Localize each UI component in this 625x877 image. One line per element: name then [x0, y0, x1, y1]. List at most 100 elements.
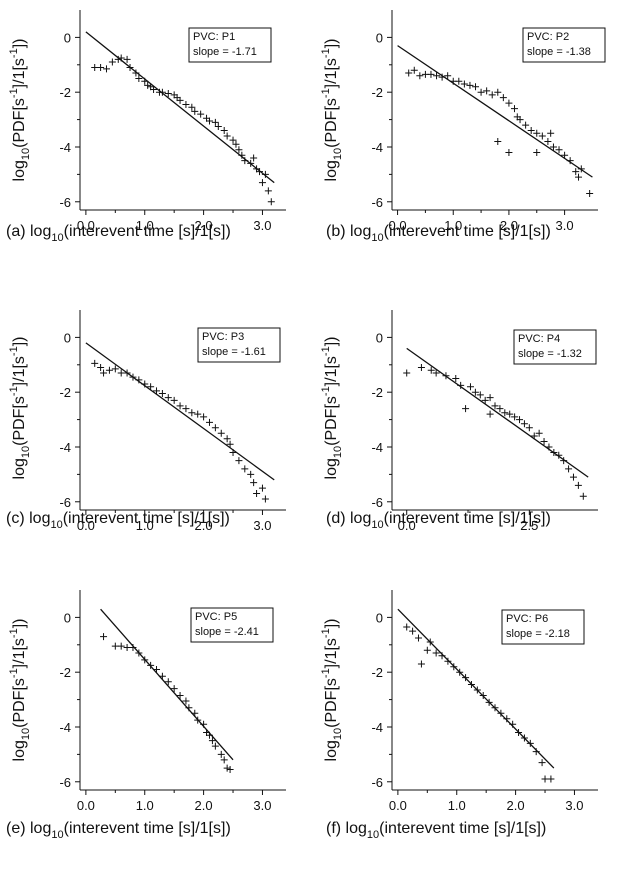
data-point — [114, 55, 122, 63]
data-point — [516, 116, 524, 124]
data-point — [510, 105, 518, 113]
legend-entry: PVC: P1 — [193, 31, 235, 43]
data-point — [253, 490, 261, 498]
data-point — [200, 720, 208, 728]
data-point — [444, 657, 452, 665]
y-tick-label: -6 — [59, 775, 71, 790]
data-point — [247, 470, 255, 478]
y-tick-label: -6 — [59, 195, 71, 210]
data-point — [250, 154, 258, 162]
data-point — [141, 77, 149, 85]
data-point — [158, 390, 166, 398]
data-point — [247, 159, 255, 167]
legend-entry: PVC: P3 — [202, 331, 244, 343]
y-tick-label: 0 — [64, 330, 71, 345]
data-point — [579, 492, 587, 500]
y-tick-label: -6 — [59, 495, 71, 510]
data-point — [235, 457, 243, 465]
data-point — [433, 72, 441, 80]
data-point — [220, 127, 228, 135]
data-point — [462, 674, 470, 682]
data-point — [91, 359, 99, 367]
x-tick-label: 0.0 — [77, 798, 95, 813]
data-point — [403, 623, 411, 631]
x-tick-label: 1.0 — [448, 798, 466, 813]
data-point — [427, 366, 435, 374]
legend-frame — [197, 327, 281, 363]
x-tick-label: 0.0 — [389, 218, 407, 233]
y-axis-label: log10(PDF[s-1]/1[s-1]) — [8, 619, 32, 762]
data-point — [144, 81, 152, 89]
data-point — [111, 642, 119, 650]
data-point — [170, 396, 178, 404]
data-point — [499, 94, 507, 102]
data-point — [442, 372, 450, 380]
legend-box: PVC: P1 slope = -1.71 — [188, 27, 272, 63]
data-point — [473, 686, 481, 694]
data-point — [485, 698, 493, 706]
y-tick-label: -4 — [371, 720, 383, 735]
legend-entry: slope = -1.38 — [527, 46, 591, 58]
data-point — [466, 81, 474, 89]
y-tick-label: -2 — [59, 85, 71, 100]
panel-d: 0 -2 -4 -6 0.0 2.5 PVC: P4 slope = -1.32 log10(P… — [320, 310, 598, 533]
data-point — [117, 54, 125, 62]
data-point — [438, 652, 446, 660]
data-point — [117, 642, 125, 650]
y-tick-label: 0 — [376, 330, 383, 345]
legend-box: PVC: P2 slope = -1.38 — [522, 27, 606, 63]
data-point — [432, 369, 440, 377]
data-point — [147, 383, 155, 391]
data-point — [111, 365, 119, 373]
x-tick-label: 0.0 — [389, 798, 407, 813]
x-tick-label: 2.5 — [520, 518, 538, 533]
data-point — [561, 151, 569, 159]
data-point — [123, 644, 131, 652]
data-point — [217, 750, 225, 758]
data-point — [471, 388, 479, 396]
data-point — [544, 138, 552, 146]
data-point — [108, 58, 116, 66]
x-axis-caption: (b) log10(interevent time [s]/1[s]) — [326, 223, 551, 244]
data-point — [456, 668, 464, 676]
data-point — [232, 140, 240, 148]
data-point — [141, 656, 149, 664]
x-axis-caption: (e) log10(interevent time [s]/1[s]) — [6, 820, 231, 841]
y-axis-label: log10(PDF[s-1]/1[s-1]) — [320, 619, 344, 762]
data-point — [438, 73, 446, 81]
data-point — [197, 110, 205, 118]
y-tick-label: -2 — [59, 385, 71, 400]
y-axis-label: log10(PDF[s-1]/1[s-1]) — [320, 337, 344, 480]
panel-c: 0 -2 -4 -6 0.0 1.0 2.0 3.0 PVC: P3 slope = -1.61 l… — [6, 310, 286, 533]
data-point — [423, 646, 431, 654]
data-point — [191, 107, 199, 115]
data-point — [129, 373, 137, 381]
data-point — [574, 481, 582, 489]
legend-box: PVC: P6 slope = -2.18 — [501, 609, 585, 645]
x-tick-label: 2.0 — [195, 218, 213, 233]
data-point — [455, 77, 463, 85]
data-point — [164, 90, 172, 98]
data-point — [188, 103, 196, 111]
data-point — [457, 381, 465, 389]
data-point — [540, 438, 548, 446]
panel-f: 0 -2 -4 -6 0.0 1.0 2.0 3.0 PVC: P6 slope = -2.18 l… — [320, 590, 598, 841]
data-point — [494, 138, 502, 146]
data-point — [426, 638, 434, 646]
data-point — [267, 198, 275, 206]
data-point — [486, 394, 494, 402]
data-point — [241, 157, 249, 165]
x-axis-caption: (f) log10(interevent time [s]/1[s]) — [326, 820, 546, 841]
data-point — [560, 457, 568, 465]
fit-line — [397, 608, 555, 769]
data-point — [505, 99, 513, 107]
x-tick-label: 0.0 — [77, 518, 95, 533]
y-axis-label: log10(PDF[s-1]/1[s-1]) — [320, 39, 344, 182]
data-point — [545, 443, 553, 451]
legend-entry: PVC: P5 — [195, 611, 237, 623]
data-point — [403, 369, 411, 377]
data-point — [476, 391, 484, 399]
data-point — [223, 764, 231, 772]
data-point — [205, 418, 213, 426]
